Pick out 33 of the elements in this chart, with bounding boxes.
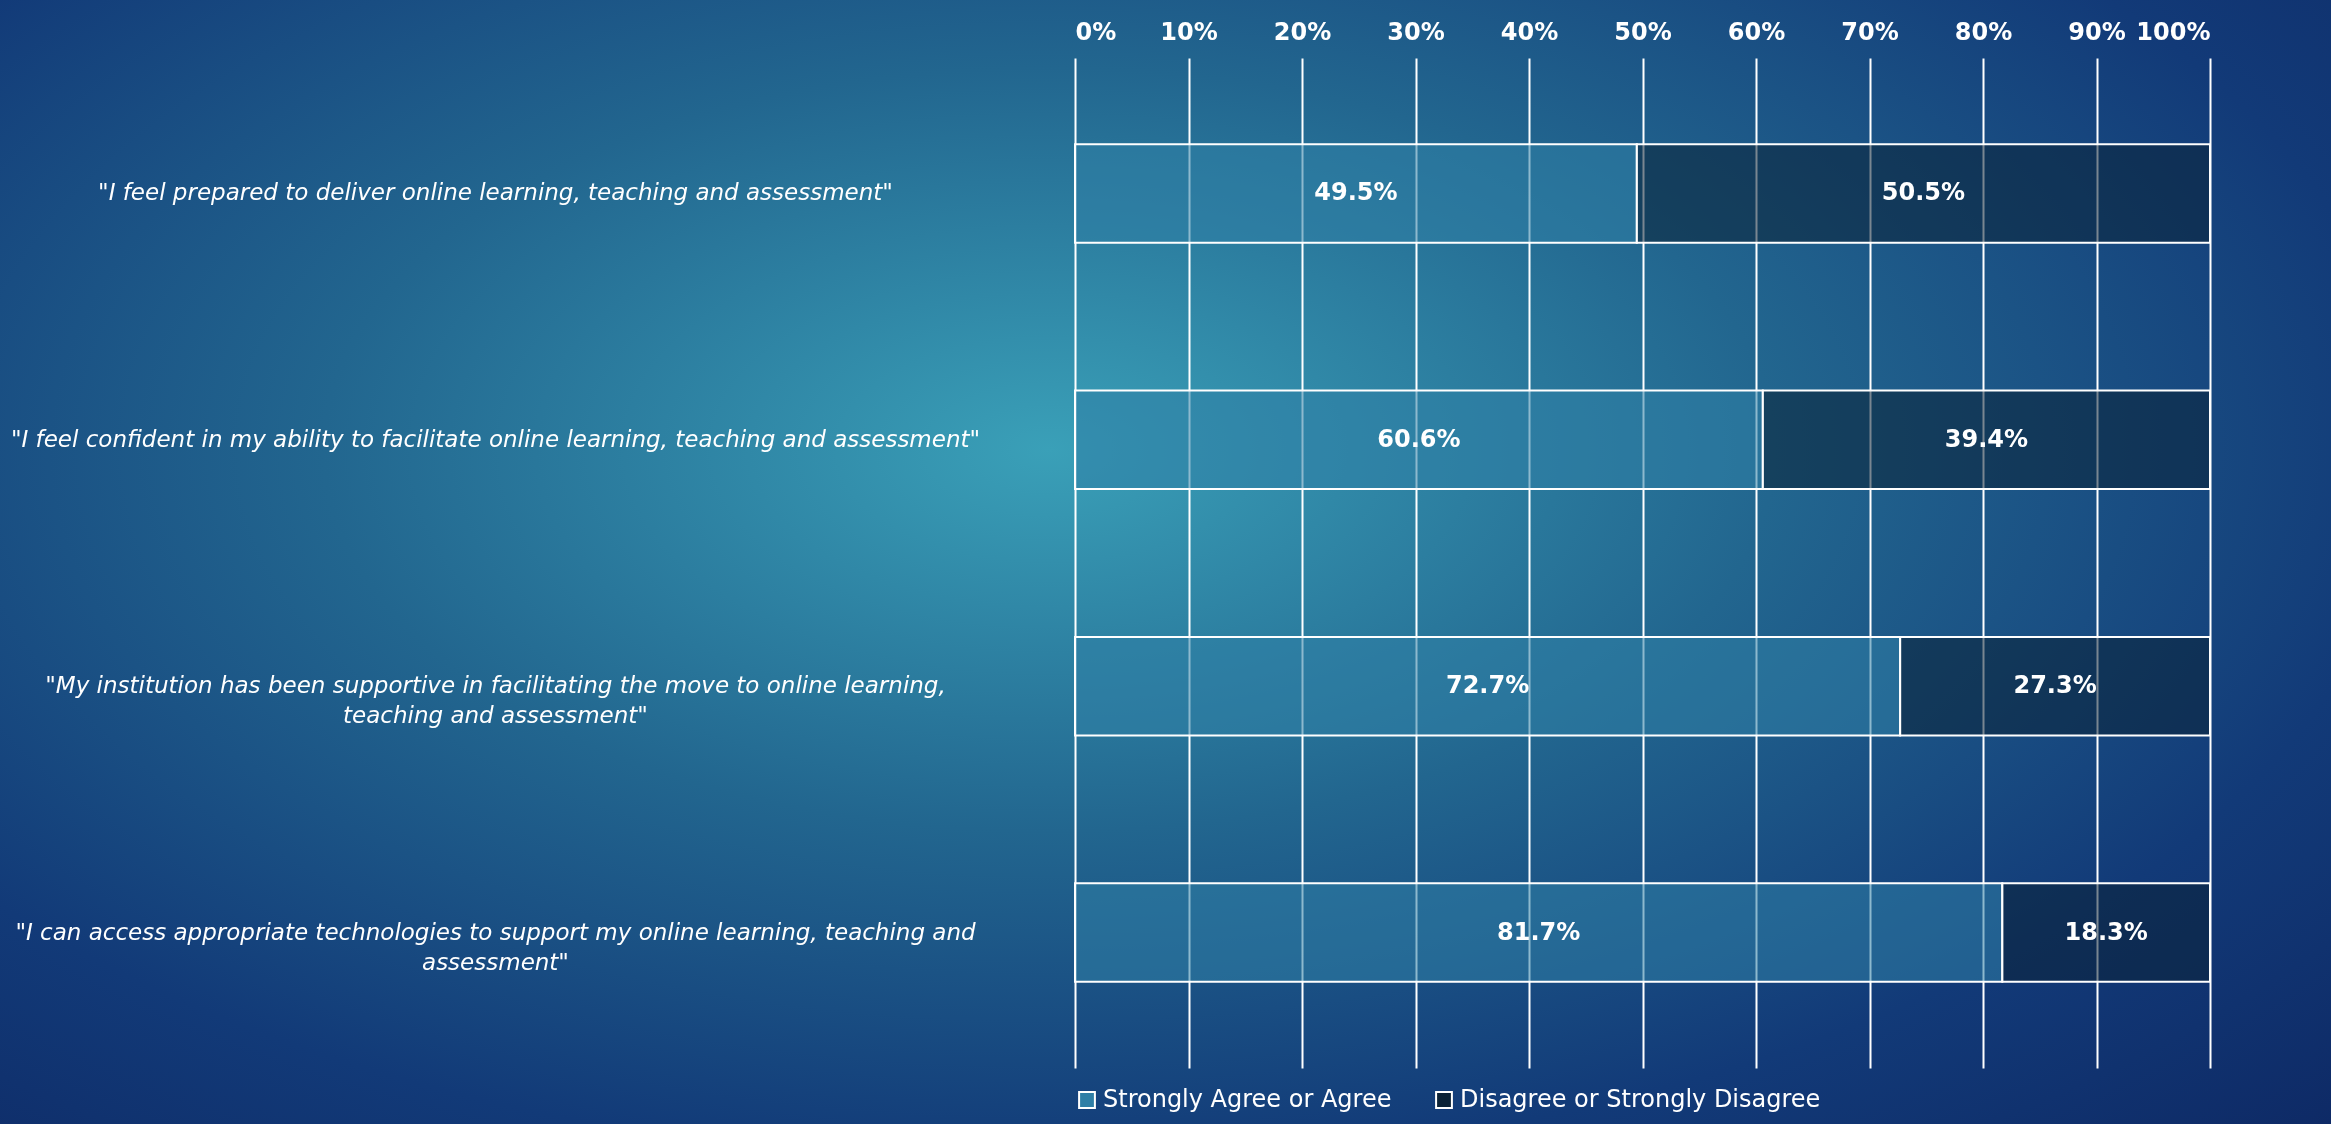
data-label: 49.5% bbox=[1314, 178, 1398, 207]
x-tick-label: 70% bbox=[1841, 17, 1899, 46]
bar bbox=[1761, 389, 2211, 491]
bar bbox=[1074, 143, 1638, 244]
x-tick-label: 10% bbox=[1160, 17, 1218, 46]
bar bbox=[1074, 635, 1902, 737]
x-tick-label: 20% bbox=[1273, 17, 1332, 46]
x-tick-label: 90% bbox=[2068, 17, 2126, 46]
x-tick-label: 50% bbox=[1614, 17, 1672, 46]
y-tick-label: "I feel confident in my ability to facilitate online learning, teaching and assessment" bbox=[10, 425, 981, 452]
bar bbox=[1074, 389, 1764, 491]
data-label: 50.5% bbox=[1881, 178, 1966, 207]
x-tick-label: 0% bbox=[1075, 17, 1117, 46]
data-label: 81.7% bbox=[1497, 917, 1581, 946]
y-tick-label: "My institution has been supportive in facilitating the move to online learning, teaching and assessment" bbox=[45, 672, 946, 729]
legend-label: Strongly Agree or Agree bbox=[1103, 1085, 1392, 1113]
bar bbox=[2001, 882, 2211, 983]
bar bbox=[1074, 882, 2004, 983]
x-tick-label: 80% bbox=[1954, 17, 2013, 46]
x-tick-label: 100% bbox=[2136, 17, 2211, 46]
y-tick-label: "I feel prepared to deliver online learning, teaching and assessment" bbox=[98, 179, 893, 206]
data-label: 18.3% bbox=[2064, 917, 2148, 946]
x-tick-label: 60% bbox=[1727, 17, 1786, 46]
data-label: 60.6% bbox=[1377, 424, 1461, 453]
data-label: 39.4% bbox=[1944, 424, 2029, 453]
x-tick-label: 30% bbox=[1387, 17, 1445, 46]
bar bbox=[1899, 635, 2211, 737]
legend-label: Disagree or Strongly Disagree bbox=[1460, 1085, 1821, 1113]
bar bbox=[1635, 143, 2211, 244]
data-label: 72.7% bbox=[1445, 671, 1530, 700]
y-tick-label: "I can access appropriate technologies to support my online learning, teaching and assessment" bbox=[15, 918, 976, 975]
data-label: 27.3% bbox=[2013, 671, 2097, 700]
x-tick-label: 40% bbox=[1500, 17, 1559, 46]
